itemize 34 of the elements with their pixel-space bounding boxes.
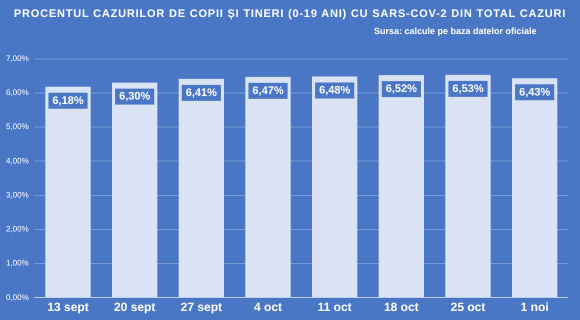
y-tick-label: 7,00% [6,54,29,64]
data-label: 6,47% [252,84,284,97]
chart-title: PROCENTUL CAZURILOR DE COPII ȘI TINERI (0-19 ANI) CU SARS-COV-2 DIN TOTAL CAZURI [12,7,568,22]
bar [45,86,91,298]
data-label: 6,30% [119,90,150,103]
data-label: 6,41% [186,86,218,99]
y-tick-label: 2,00% [6,224,29,234]
y-tick-label: 1,00% [6,258,29,268]
y-tick-label: 3,00% [6,190,29,200]
data-label: 6,53% [452,82,484,95]
x-tick-label: 1 noi [520,300,549,314]
bar [178,78,224,298]
data-label: 6,43% [519,86,550,98]
x-tick-label: 25 oct [450,300,486,314]
bar [445,74,491,298]
x-tick-label: 20 sept [114,300,156,314]
data-label: 6,48% [319,84,350,97]
data-label: 6,52% [386,83,418,96]
bar [512,78,558,298]
bar [245,76,291,298]
x-tick-label: 11 oct [318,300,352,314]
bar [312,76,358,298]
y-tick-label: 4,00% [6,156,29,166]
x-tick-label: 4 oct [254,300,282,314]
x-tick-label: 18 oct [384,300,419,314]
y-tick-label: 6,00% [6,88,29,98]
y-tick-label: 5,00% [6,122,29,132]
x-tick-label: 13 sept [47,300,89,314]
y-tick-label: 0,00% [6,292,29,302]
data-label: 6,18% [52,94,84,107]
x-tick-label: 27 sept [180,300,222,314]
bar [112,82,158,298]
bar [378,75,424,298]
text: Sursa: calcule pe baza datelor oficiale [374,26,537,36]
